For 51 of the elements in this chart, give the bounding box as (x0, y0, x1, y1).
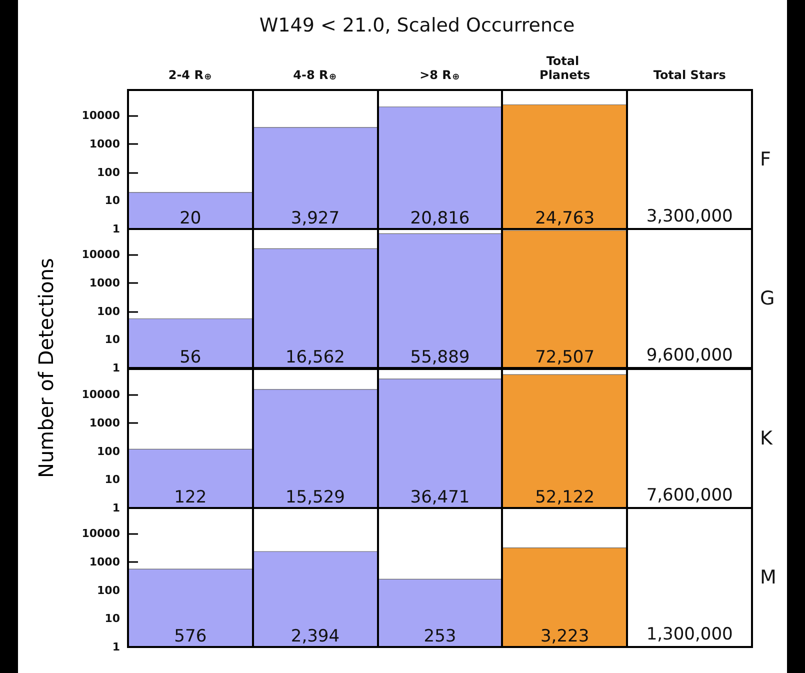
y-tick-label: 10000 (82, 248, 120, 262)
data-label: 56 (180, 348, 202, 368)
text: 7,600,000 (646, 486, 733, 506)
data-label: 24,763 (535, 208, 595, 228)
data-label: 36,471 (410, 488, 470, 508)
data-label: 2,394 (290, 626, 340, 646)
data-label: 3,223 (540, 626, 590, 646)
y-tick-label: 1000 (89, 276, 120, 290)
y2-axis-title: F (760, 148, 771, 170)
data-label: 20 (180, 208, 202, 228)
y-axis-title: Number of Detections (34, 258, 58, 478)
data-label: 576 (174, 626, 207, 646)
x-tick-label: Total Stars (653, 68, 726, 82)
text: 1,300,000 (646, 624, 733, 644)
y-tick-label: 10 (104, 612, 120, 626)
data-label: 16,562 (285, 348, 345, 368)
x-tick-label: 2-4 R⊕ (168, 68, 212, 82)
chart-title: W149 < 21.0, Scaled Occurrence (259, 14, 575, 36)
data-label: 72,507 (535, 348, 595, 368)
y2-axis-title: K (760, 428, 773, 450)
text: 9,600,000 (646, 346, 733, 366)
y-tick-label: 10 (104, 333, 120, 346)
data-label: 55,889 (410, 348, 470, 368)
y-tick-label: 1000 (89, 416, 120, 430)
data-label: 253 (424, 626, 456, 646)
y-tick-label: 1 (112, 222, 120, 236)
y2-axis-title: M (760, 566, 776, 588)
data-label: 20,816 (410, 208, 470, 228)
data-label: 15,529 (285, 488, 345, 508)
y-tick-label: 100 (97, 166, 120, 179)
x-tick-label: >8 R⊕ (420, 68, 460, 82)
y-tick-label: 1 (112, 362, 120, 374)
text: 3,300,000 (646, 206, 733, 226)
y-tick-label: 10000 (82, 109, 120, 122)
y-tick-label: 100 (97, 304, 120, 318)
data-label: 3,927 (290, 208, 340, 228)
y-tick-label: 1 (112, 502, 120, 514)
y-tick-label: 1000 (89, 555, 120, 568)
y-tick-label: 100 (97, 584, 120, 597)
y2-axis-title: G (760, 288, 775, 310)
data-label: 52,122 (535, 488, 595, 508)
y-tick-label: 10000 (82, 388, 120, 402)
y-tick-label: 1 (112, 640, 120, 654)
y-tick-label: 10000 (82, 527, 120, 540)
y-tick-label: 10 (104, 473, 120, 486)
x-tick-label: Total Planets (540, 54, 590, 82)
y-tick-label: 1000 (89, 137, 120, 150)
y-tick-label: 10 (104, 194, 120, 208)
x-tick-label: 4-8 R⊕ (293, 68, 337, 82)
data-label: 122 (174, 488, 207, 508)
y-tick-label: 100 (97, 444, 120, 458)
